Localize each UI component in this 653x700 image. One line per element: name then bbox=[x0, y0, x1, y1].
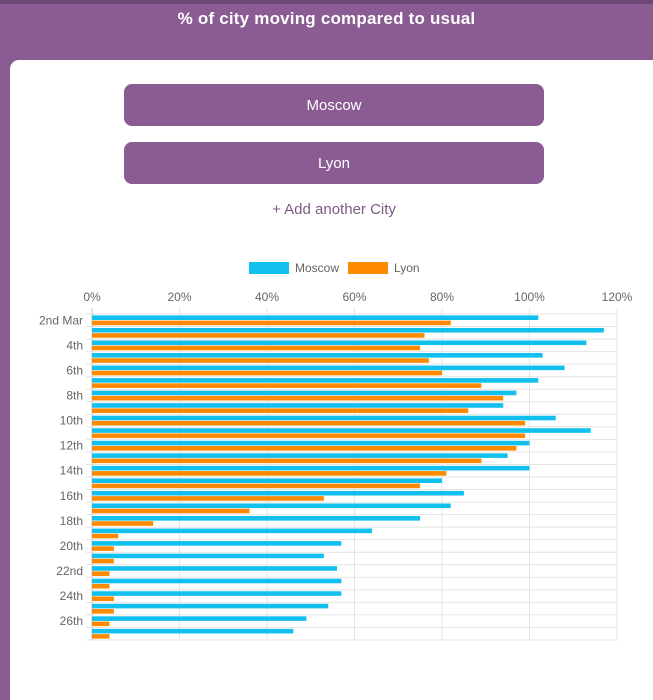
bar-moscow[interactable] bbox=[92, 541, 342, 546]
legend-swatch-lyon bbox=[348, 262, 388, 274]
bar-lyon[interactable] bbox=[92, 395, 504, 401]
bar-moscow[interactable] bbox=[92, 591, 342, 596]
bar-lyon[interactable] bbox=[92, 508, 250, 514]
x-tick-label: 20% bbox=[167, 290, 191, 304]
bar-lyon[interactable] bbox=[92, 320, 451, 326]
bar-lyon[interactable] bbox=[92, 358, 429, 363]
bar-lyon[interactable] bbox=[92, 533, 119, 539]
city-button-moscow[interactable]: Moscow bbox=[124, 84, 544, 126]
bar-lyon[interactable] bbox=[92, 345, 421, 351]
y-category-label: 22nd bbox=[56, 564, 83, 578]
bar-moscow[interactable] bbox=[92, 528, 372, 534]
bar-moscow[interactable] bbox=[92, 553, 324, 559]
y-category-label: 26th bbox=[60, 614, 83, 628]
y-category-label: 8th bbox=[66, 389, 83, 403]
bar-lyon[interactable] bbox=[92, 420, 526, 426]
bar-lyon[interactable] bbox=[92, 558, 114, 564]
bar-moscow[interactable] bbox=[92, 465, 530, 471]
bar-lyon[interactable] bbox=[92, 433, 526, 439]
bar-lyon[interactable] bbox=[92, 483, 421, 489]
bar-lyon[interactable] bbox=[92, 370, 442, 376]
bar-lyon[interactable] bbox=[92, 521, 154, 526]
y-category-label: 24th bbox=[60, 589, 83, 603]
y-category-label: 10th bbox=[60, 414, 83, 428]
bar-moscow[interactable] bbox=[92, 578, 342, 584]
bar-lyon[interactable] bbox=[92, 458, 482, 464]
x-tick-label: 120% bbox=[602, 290, 633, 304]
bar-moscow[interactable] bbox=[92, 628, 294, 634]
bar-moscow[interactable] bbox=[92, 603, 329, 609]
bar-moscow[interactable] bbox=[92, 616, 307, 621]
y-category-label: 4th bbox=[66, 338, 83, 352]
page-title: % of city moving compared to usual bbox=[177, 9, 476, 28]
legend-swatch-moscow bbox=[249, 262, 289, 274]
city-button-lyon[interactable]: Lyon bbox=[124, 142, 544, 184]
bar-lyon[interactable] bbox=[92, 408, 469, 413]
x-tick-label: 0% bbox=[83, 290, 101, 304]
bar-moscow[interactable] bbox=[92, 340, 587, 346]
x-tick-label: 100% bbox=[514, 290, 545, 304]
y-category-label: 12th bbox=[60, 439, 83, 453]
y-category-label: 20th bbox=[60, 539, 83, 553]
top-bar bbox=[0, 0, 653, 4]
bar-moscow[interactable] bbox=[92, 403, 504, 408]
bar-moscow[interactable] bbox=[92, 353, 543, 358]
bar-moscow[interactable] bbox=[92, 503, 451, 509]
bar-lyon[interactable] bbox=[92, 546, 114, 551]
x-tick-label: 40% bbox=[255, 290, 279, 304]
bar-lyon[interactable] bbox=[92, 471, 447, 476]
bar-moscow[interactable] bbox=[92, 490, 464, 496]
bar-moscow[interactable] bbox=[92, 516, 421, 521]
bar-moscow[interactable] bbox=[92, 440, 530, 446]
y-category-label: 14th bbox=[60, 464, 83, 478]
add-city-link[interactable]: + Add another City bbox=[272, 201, 396, 218]
bar-moscow[interactable] bbox=[92, 390, 517, 396]
x-tick-label: 60% bbox=[342, 290, 366, 304]
bar-moscow[interactable] bbox=[92, 315, 539, 320]
bar-moscow[interactable] bbox=[92, 453, 508, 458]
x-tick-label: 80% bbox=[430, 290, 454, 304]
y-category-label: 6th bbox=[66, 363, 83, 377]
bar-moscow[interactable] bbox=[92, 327, 604, 333]
bar-moscow[interactable] bbox=[92, 566, 337, 571]
bar-moscow[interactable] bbox=[92, 478, 442, 483]
bar-lyon[interactable] bbox=[92, 383, 482, 388]
bar-moscow[interactable] bbox=[92, 428, 591, 433]
bar-lyon[interactable] bbox=[92, 608, 114, 614]
bar-lyon[interactable] bbox=[92, 596, 114, 602]
bar-moscow[interactable] bbox=[92, 378, 539, 383]
bar-lyon[interactable] bbox=[92, 496, 324, 501]
bar-moscow[interactable] bbox=[92, 365, 565, 371]
bar-moscow[interactable] bbox=[92, 415, 556, 421]
bar-lyon[interactable] bbox=[92, 445, 517, 451]
legend-label-lyon: Lyon bbox=[394, 261, 420, 275]
bar-lyon[interactable] bbox=[92, 621, 110, 627]
bar-lyon[interactable] bbox=[92, 571, 110, 576]
y-category-label: 16th bbox=[60, 489, 83, 503]
bar-lyon[interactable] bbox=[92, 583, 110, 589]
legend-label-moscow: Moscow bbox=[295, 261, 339, 275]
y-category-label: 2nd Mar bbox=[39, 313, 83, 327]
bar-lyon[interactable] bbox=[92, 333, 425, 338]
y-category-label: 18th bbox=[60, 514, 83, 528]
bar-lyon[interactable] bbox=[92, 634, 110, 639]
